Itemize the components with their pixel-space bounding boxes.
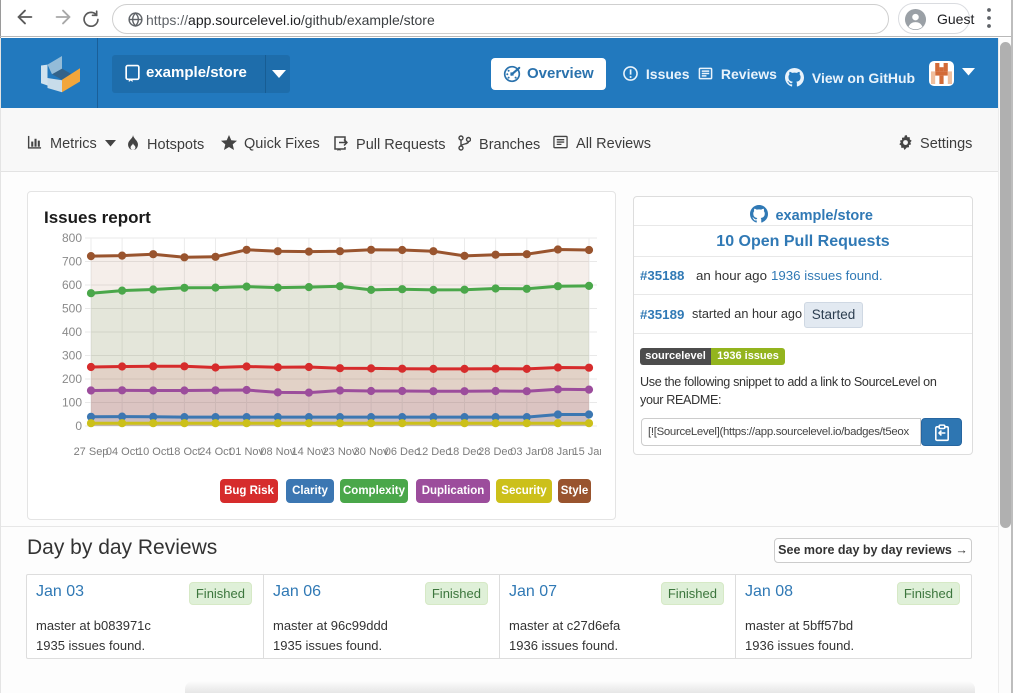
svg-text:12 Dec: 12 Dec [416, 446, 451, 458]
svg-text:500: 500 [62, 302, 82, 316]
svg-text:400: 400 [62, 325, 82, 339]
svg-text:18 Dec: 18 Dec [447, 446, 482, 458]
svg-text:01 Nov: 01 Nov [229, 446, 264, 458]
svg-text:10 Oct: 10 Oct [137, 446, 169, 458]
svg-text:800: 800 [62, 231, 82, 245]
svg-text:28 Dec: 28 Dec [478, 446, 513, 458]
svg-text:23 Nov: 23 Nov [323, 446, 358, 458]
svg-text:700: 700 [62, 255, 82, 269]
svg-text:27 Sep: 27 Sep [74, 446, 109, 458]
svg-text:24 Oct: 24 Oct [199, 446, 231, 458]
svg-text:300: 300 [62, 349, 82, 363]
svg-text:18 Oct: 18 Oct [168, 446, 200, 458]
svg-text:100: 100 [62, 396, 82, 410]
svg-text:03 Jan: 03 Jan [510, 446, 543, 458]
svg-text:0: 0 [75, 419, 82, 433]
svg-text:15 Jan: 15 Jan [572, 446, 605, 458]
svg-text:14 Nov: 14 Nov [291, 446, 326, 458]
svg-text:600: 600 [62, 278, 82, 292]
svg-text:04 Oct: 04 Oct [106, 446, 138, 458]
svg-text:06 Dec: 06 Dec [385, 446, 420, 458]
svg-text:200: 200 [62, 372, 82, 386]
svg-text:30 Nov: 30 Nov [354, 446, 389, 458]
svg-text:08 Jan: 08 Jan [541, 446, 574, 458]
svg-text:08 Nov: 08 Nov [260, 446, 295, 458]
